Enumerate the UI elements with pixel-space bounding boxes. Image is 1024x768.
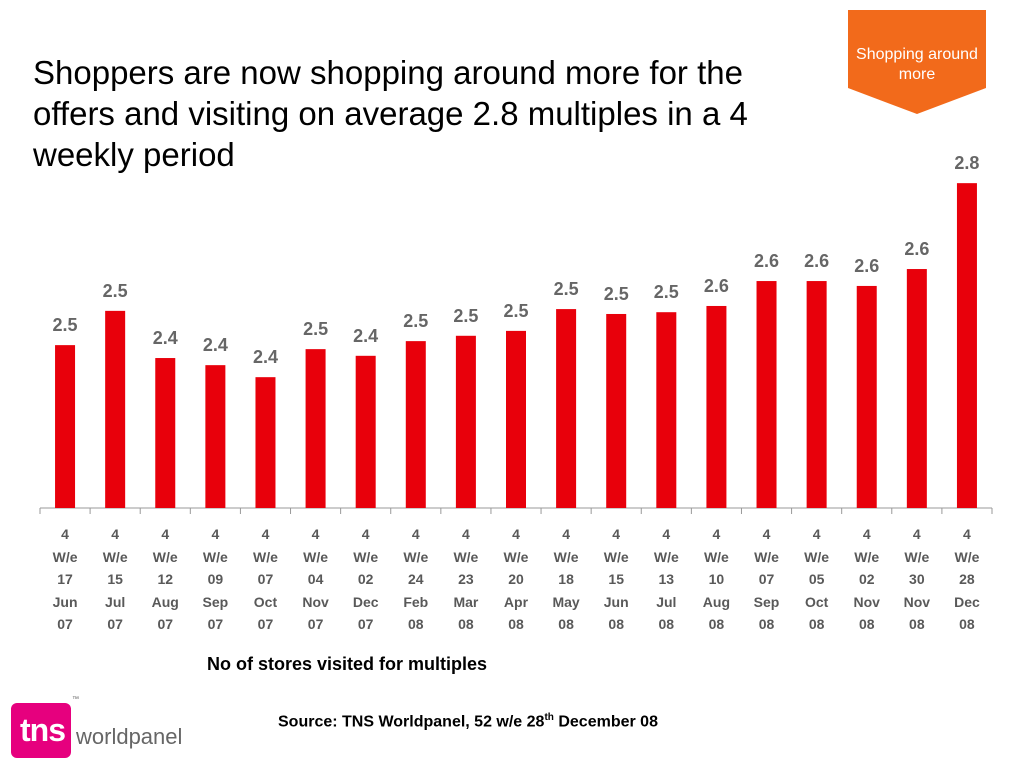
bar [906,269,927,508]
x-tick-label: 4 W/e 15 Jun 08 [603,526,629,632]
bar [706,305,727,508]
bar [656,312,677,508]
bar [455,335,476,508]
bar [355,355,376,508]
x-tick-label: 4 W/e 04 Nov 07 [302,526,329,632]
bar [956,183,977,508]
x-tick-label: 4 W/e 02 Dec 07 [352,526,379,632]
value-label: 2.5 [654,282,679,302]
chart-title: Shoppers are now shopping around more fo… [33,54,748,173]
source-superscript: th [544,712,554,723]
value-label: 2.5 [604,284,629,304]
bar [405,341,426,508]
banner-shape [848,10,986,114]
source-rest: December 08 [553,713,658,731]
value-label: 2.4 [353,326,378,346]
chart: 2.5 2.5 2.4 2.4 2.4 2.5 2.4 2.5 2.5 2.5 2.5 2.5 2.5 2… [39,153,993,514]
value-label: 2.6 [854,256,879,276]
source-text: Source: TNS Worldpanel, 52 w/e 28 [278,713,545,731]
x-tick-label: 4 W/e 10 Aug 08 [702,526,731,632]
bar [756,281,777,508]
x-tick-label: 4 W/e 28 Dec 08 [954,526,980,632]
bar [255,377,276,508]
banner-text: Shopping around more [856,46,978,83]
bar [806,281,827,508]
value-label: 2.6 [904,239,929,259]
value-label: 2.5 [103,281,128,301]
bar [105,310,126,508]
value-label: 2.4 [153,328,178,348]
x-tick-label: 4 W/e 15 Jul 07 [102,526,128,632]
logo-product: worldpanel [76,724,183,749]
bar [506,330,526,508]
x-tick-label: 4 W/e 07 Sep 08 [753,526,780,632]
x-tick-label: 4 W/e 12 Aug 07 [151,526,179,632]
value-label: 2.5 [303,319,328,339]
x-tick-label: 4 W/e 30 Nov 08 [903,526,931,632]
bar [606,313,627,508]
x-tick-label: 4 W/e 13 Jul 08 [653,526,679,632]
bar [155,358,176,508]
value-label: 2.4 [203,335,228,355]
value-label: 2.5 [503,301,528,321]
x-tick-label: 4 W/e 07 Oct 07 [253,526,278,632]
value-label: 2.5 [403,311,428,331]
source: Source: TNS Worldpanel, 52 w/e 28th Dece… [278,712,658,731]
logo-mark: ™ [72,696,79,703]
x-tick-label: 4 W/e 05 Oct 08 [804,526,830,632]
value-label: 2.6 [704,276,729,296]
logo-box [11,703,71,758]
x-tick-label: 4 W/e 23 Mar 08 [453,526,479,632]
bar [556,309,577,508]
logo-brand: tns [20,712,66,748]
x-tick-label: 4 W/e 02 Nov 08 [853,526,880,632]
x-tick-label: 4 W/e 09 Sep 07 [202,526,229,632]
x-tick-label: 4 W/e 17 Jun 07 [52,526,78,632]
x-tick-label: 4 W/e 24 Feb 08 [403,526,429,632]
bar [305,349,326,508]
value-label: 2.5 [453,306,478,326]
value-label: 2.6 [804,251,829,271]
x-tick-label: 4 W/e 18 May 08 [552,526,580,632]
bar [205,365,226,508]
value-label: 2.8 [954,153,979,173]
x-axis-title: No of stores visited for multiples [207,654,488,674]
x-tick-label: 4 W/e 20 Apr 08 [503,526,529,632]
bar [856,285,877,508]
value-label: 2.5 [53,315,78,335]
bar [55,345,76,508]
value-label: 2.4 [253,347,278,367]
value-label: 2.6 [754,251,779,271]
value-label: 2.5 [554,279,579,299]
